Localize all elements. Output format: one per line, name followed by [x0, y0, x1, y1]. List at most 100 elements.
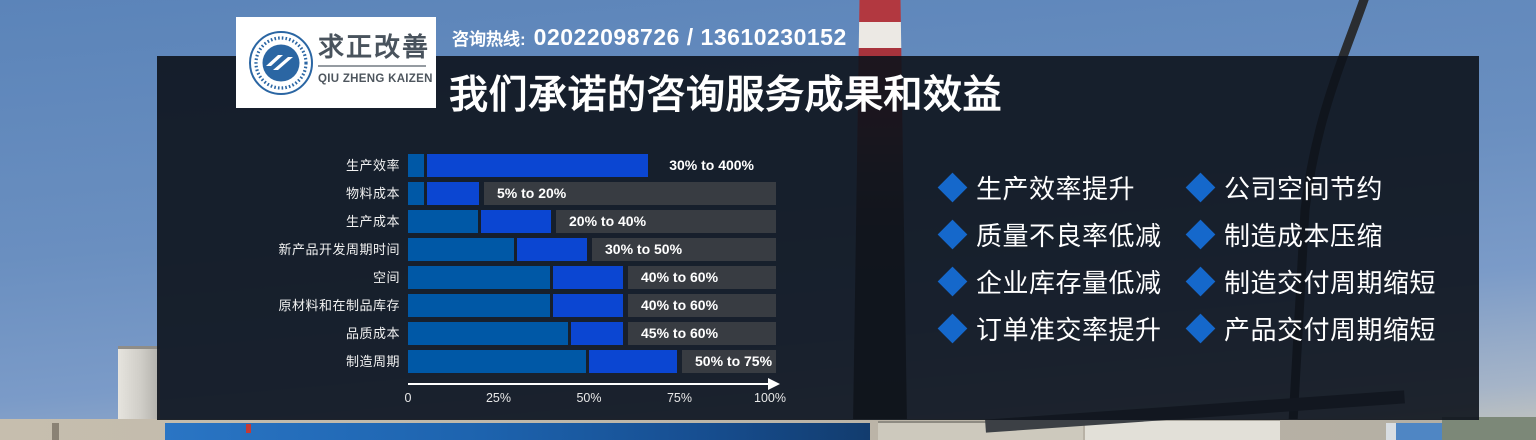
bar-track: 50% to 75% [682, 350, 776, 373]
logo-divider [318, 65, 426, 67]
benefit-label: 产品交付周期缩短 [1224, 314, 1437, 345]
benefit-item: 企业库存量低减 [937, 263, 1162, 299]
chart-row: 原材料和在制品库存 40% to 60% [232, 294, 792, 317]
hotline-numbers: 02022098726 / 13610230152 [533, 24, 847, 50]
bar-track: 5% to 20% [484, 182, 776, 205]
red-flag [246, 424, 251, 433]
chart-category-label: 原材料和在制品库存 [278, 298, 400, 313]
distant-hill [1442, 417, 1536, 440]
bar-range-segment [427, 182, 479, 205]
x-axis-line [408, 383, 768, 385]
diamond-icon [1185, 266, 1216, 296]
range-label: 40% to 60% [641, 269, 719, 285]
bar-track: 40% to 60% [628, 294, 776, 317]
range-label: 45% to 60% [641, 325, 719, 341]
chart-row: 制造周期 50% to 75% [232, 350, 792, 373]
bar-range-segment [553, 294, 623, 317]
bar-area: 5% to 20% [408, 182, 788, 205]
bar-area: 30% to 50% [408, 238, 788, 261]
bar-min-segment [408, 238, 514, 261]
chart-row: 生产效率 30% to 400% [232, 154, 792, 177]
chart-category-label: 物料成本 [345, 186, 400, 201]
benefit-item: 公司空间节约 [1185, 169, 1384, 205]
bar-range-segment [481, 210, 551, 233]
x-axis-arrow-icon [768, 378, 780, 390]
chart-category-label: 生产成本 [345, 214, 400, 229]
bar-track: 45% to 60% [628, 322, 776, 345]
benefit-label: 生产效率提升 [976, 173, 1136, 204]
benefit-label: 公司空间节约 [1224, 173, 1384, 204]
bar-range-segment [589, 350, 677, 373]
bar-min-segment [408, 294, 550, 317]
bar-area: 20% to 40% [408, 210, 788, 233]
bar-area: 40% to 60% [408, 294, 788, 317]
diamond-icon [937, 266, 968, 296]
improvement-bar-chart: 生产效率 30% to 400% 物料成本 5% to 20% 生产成本 20% to 4… [232, 150, 792, 420]
bar-track: 20% to 40% [556, 210, 776, 233]
benefit-item: 质量不良率低减 [937, 216, 1162, 252]
diamond-icon [937, 172, 968, 202]
chart-category-label: 生产效率 [345, 158, 400, 173]
bar-min-segment [408, 182, 424, 205]
chart-row: 物料成本 5% to 20% [232, 182, 792, 205]
diamond-icon [937, 219, 968, 249]
bar-track: 30% to 50% [592, 238, 776, 261]
chart-category-label: 品质成本 [345, 326, 400, 341]
logo-name-en: QIU ZHENG KAIZEN [318, 73, 433, 85]
benefit-label: 订单准交率提升 [976, 314, 1162, 345]
benefit-item: 制造成本压缩 [1185, 216, 1384, 252]
benefit-label: 制造交付周期缩短 [1224, 267, 1437, 298]
company-logo: 求正改善 QIU ZHENG KAIZEN [236, 17, 436, 108]
bar-range-segment [517, 238, 587, 261]
bar-min-segment [408, 322, 568, 345]
bar-area: 40% to 60% [408, 266, 788, 289]
bar-area: 45% to 60% [408, 322, 788, 345]
bar-min-segment [408, 350, 586, 373]
chart-row: 空间 40% to 60% [232, 266, 792, 289]
hotline: 咨询热线: 02022098726 / 13610230152 [452, 24, 847, 51]
axis-tick-label: 0 [404, 391, 412, 405]
chart-category-label: 制造周期 [345, 354, 400, 369]
company-seal-icon [249, 31, 313, 95]
range-label: 50% to 75% [695, 353, 773, 369]
diamond-icon [1185, 172, 1216, 202]
bar-area: 50% to 75% [408, 350, 788, 373]
harbor-scene-strip [0, 390, 1536, 440]
range-label: 30% to 50% [605, 241, 683, 257]
axis-tick-label: 100% [754, 391, 786, 405]
axis-tick-label: 50% [576, 391, 602, 405]
range-label: 20% to 40% [569, 213, 647, 229]
bar-area: 30% to 400% [408, 154, 788, 177]
benefit-label: 质量不良率低减 [976, 220, 1162, 251]
benefit-label: 制造成本压缩 [1224, 220, 1384, 251]
white-building [1085, 419, 1280, 440]
range-label: 30% to 400% [669, 157, 755, 173]
dark-overlay-panel [157, 56, 1479, 420]
chart-row: 生产成本 20% to 40% [232, 210, 792, 233]
bar-range-segment [553, 266, 623, 289]
hotline-label: 咨询热线: [452, 30, 526, 49]
benefit-item: 制造交付周期缩短 [1185, 263, 1437, 299]
bar-range-segment [427, 154, 649, 177]
diamond-icon [937, 313, 968, 343]
page-title: 我们承诺的咨询服务成果和效益 [449, 74, 1003, 117]
benefit-item: 生产效率提升 [937, 169, 1136, 205]
chart-category-label: 空间 [372, 270, 400, 285]
diamond-icon [1185, 219, 1216, 249]
bar-min-segment [408, 266, 550, 289]
logo-name-cn: 求正改善 [318, 32, 431, 62]
range-label: 40% to 60% [641, 297, 719, 313]
axis-tick-label: 75% [666, 391, 693, 405]
axis-tick-label: 25% [485, 391, 512, 405]
benefit-label: 企业库存量低减 [976, 267, 1162, 298]
distant-chimney [52, 423, 59, 440]
blue-truck [1386, 423, 1448, 440]
bar-range-segment [571, 322, 623, 345]
range-label: 5% to 20% [497, 185, 567, 201]
chart-category-label: 新产品开发周期时间 [278, 242, 400, 257]
benefit-item: 产品交付周期缩短 [1185, 310, 1437, 346]
chart-row: 新产品开发周期时间 30% to 50% [232, 238, 792, 261]
blue-ship-hull [165, 423, 870, 440]
bar-min-segment [408, 210, 478, 233]
